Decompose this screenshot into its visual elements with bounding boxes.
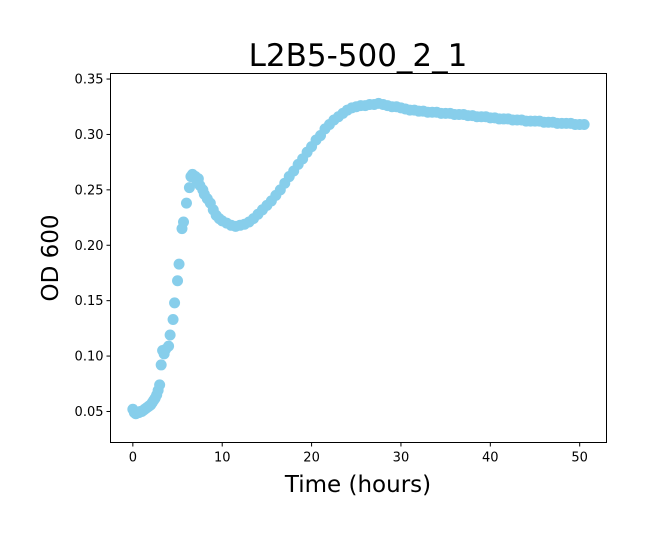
chart-title: L2B5-500_2_1 bbox=[249, 38, 468, 74]
data-point bbox=[163, 340, 175, 352]
data-point bbox=[178, 216, 190, 228]
data-points bbox=[127, 97, 590, 420]
y-tick-label: 0.10 bbox=[75, 350, 104, 365]
x-tick-label: 0 bbox=[129, 451, 137, 466]
data-point bbox=[154, 379, 166, 391]
y-axis-label: OD 600 bbox=[38, 214, 64, 301]
y-tick-label: 0.35 bbox=[75, 73, 104, 88]
data-point bbox=[183, 182, 195, 194]
data-point bbox=[164, 329, 176, 341]
data-point bbox=[173, 258, 185, 270]
y-tick-label: 0.25 bbox=[75, 183, 104, 198]
data-point bbox=[167, 314, 179, 325]
data-point bbox=[578, 118, 590, 130]
data-point bbox=[155, 359, 167, 371]
plot-area-frame bbox=[110, 73, 607, 443]
y-tick-label: 0.30 bbox=[75, 128, 104, 143]
x-axis-ticks: 0 10 20 30 40 50 bbox=[129, 442, 588, 466]
x-axis-label: Time (hours) bbox=[284, 472, 431, 498]
x-tick-label: 20 bbox=[303, 451, 320, 466]
y-tick-label: 0.20 bbox=[75, 239, 104, 254]
y-tick-label: 0.05 bbox=[75, 405, 104, 420]
y-axis-ticks: 0.05 0.10 0.15 0.20 0.25 0.30 0.35 bbox=[75, 73, 111, 420]
data-point bbox=[169, 297, 181, 309]
data-point bbox=[172, 275, 184, 287]
data-point bbox=[180, 197, 192, 209]
x-tick-label: 40 bbox=[482, 451, 499, 466]
y-tick-label: 0.15 bbox=[75, 294, 104, 309]
x-tick-label: 50 bbox=[571, 451, 588, 466]
x-tick-label: 10 bbox=[214, 451, 231, 466]
x-tick-label: 30 bbox=[393, 451, 410, 466]
